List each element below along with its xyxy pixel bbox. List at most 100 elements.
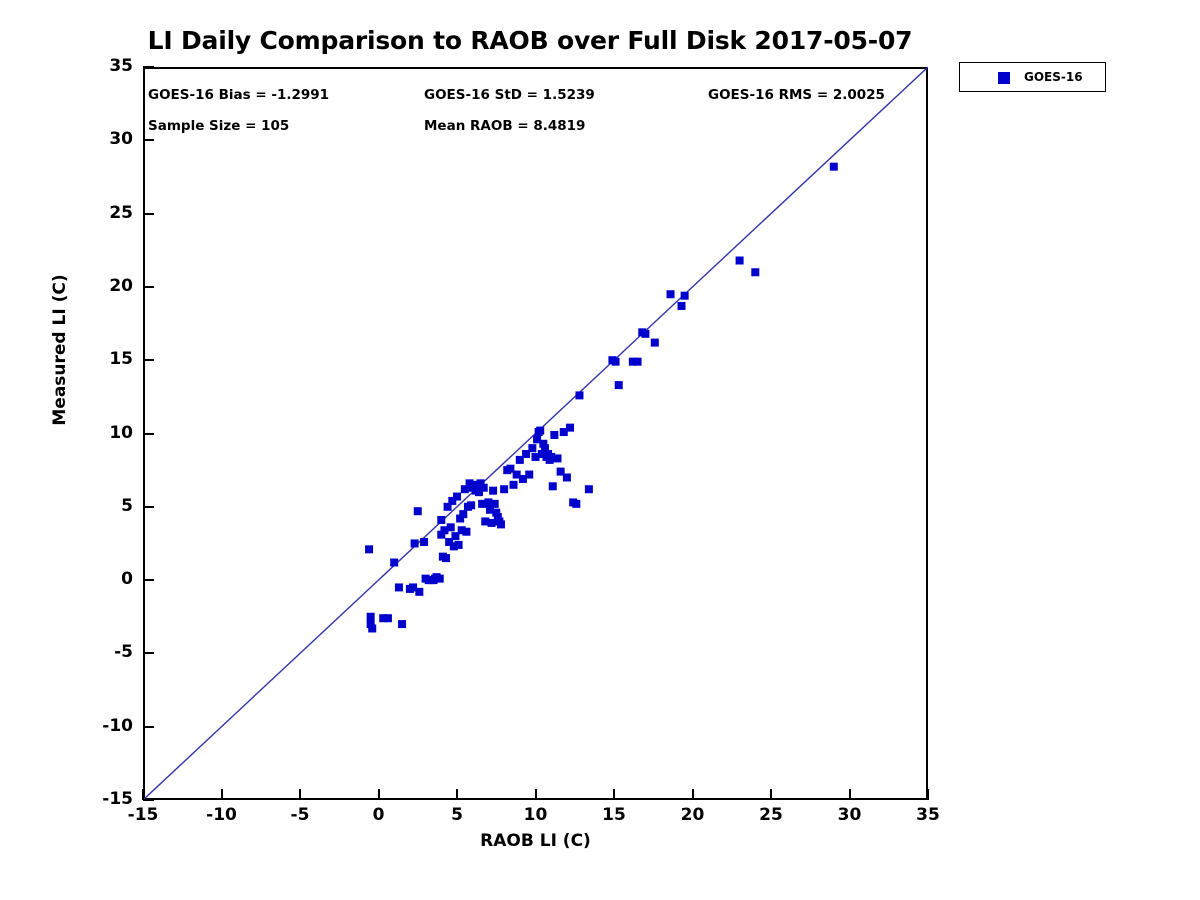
scatter-point xyxy=(467,501,476,510)
scatter-point xyxy=(540,444,549,453)
scatter-point xyxy=(379,614,388,623)
x-tick-mark xyxy=(142,789,144,800)
x-tick-mark xyxy=(613,789,615,800)
scatter-plot-canvas xyxy=(143,67,928,800)
scatter-point xyxy=(614,381,623,390)
stat-std: GOES-16 StD = 1.5239 xyxy=(424,87,595,103)
scatter-point xyxy=(553,454,562,463)
scatter-point xyxy=(489,486,498,495)
y-tick-mark xyxy=(143,359,154,362)
scatter-point xyxy=(413,507,422,516)
scatter-point xyxy=(479,483,488,492)
x-tick-label: -10 xyxy=(206,805,237,825)
scatter-point xyxy=(506,464,515,473)
scatter-point xyxy=(525,470,534,479)
scatter-point xyxy=(457,526,466,535)
scatter-point xyxy=(465,479,474,488)
scatter-point xyxy=(633,357,642,366)
page-title: LI Daily Comparison to RAOB over Full Di… xyxy=(147,26,913,55)
scatter-point xyxy=(449,542,458,551)
scatter-point xyxy=(442,554,451,563)
scatter-point xyxy=(677,301,686,310)
x-tick-mark xyxy=(770,789,772,800)
x-tick-label: 25 xyxy=(759,805,783,825)
scatter-point xyxy=(437,530,446,539)
scatter-point xyxy=(453,492,461,501)
scatter-point xyxy=(829,162,838,171)
stat-rms: GOES-16 RMS = 2.0025 xyxy=(708,87,885,103)
scatter-point xyxy=(566,423,575,432)
scatter-point xyxy=(440,526,449,535)
scatter-point xyxy=(459,510,468,519)
scatter-point xyxy=(415,587,424,596)
y-tick-label: 20 xyxy=(109,275,133,296)
scatter-point xyxy=(410,539,419,548)
scatter-point xyxy=(390,558,399,567)
scatter-point xyxy=(680,291,689,300)
stat-mean-raob: Mean RAOB = 8.4819 xyxy=(424,118,586,134)
scatter-point xyxy=(550,430,559,439)
legend: GOES-16 xyxy=(959,62,1106,92)
scatter-point xyxy=(572,499,581,508)
scatter-point xyxy=(584,485,593,494)
x-tick-label: 10 xyxy=(523,805,548,825)
scatter-point xyxy=(531,452,540,461)
scatter-point xyxy=(547,452,556,461)
scatter-point xyxy=(539,439,548,448)
x-tick-label: 0 xyxy=(372,805,385,825)
scatter-point xyxy=(751,268,760,277)
scatter-point xyxy=(493,513,502,522)
y-tick-label: -5 xyxy=(114,642,133,663)
x-tick-label: 30 xyxy=(837,805,862,825)
scatter-point xyxy=(509,480,518,489)
x-tick-label: 15 xyxy=(602,805,626,825)
scatter-point xyxy=(556,467,565,476)
y-tick-mark xyxy=(143,212,154,215)
scatter-point xyxy=(383,614,392,623)
x-tick-label: 20 xyxy=(680,805,705,825)
scatter-point xyxy=(628,357,637,366)
scatter-point xyxy=(650,338,659,347)
x-tick-label: 5 xyxy=(451,805,463,825)
scatter-point xyxy=(394,583,403,592)
y-tick-label: 35 xyxy=(109,56,133,76)
scatter-point xyxy=(460,485,469,494)
x-tick-mark xyxy=(691,789,694,800)
x-axis-title: RAOB LI (C) xyxy=(480,831,591,851)
scatter-point xyxy=(366,612,375,621)
x-tick-label: 35 xyxy=(916,805,940,825)
scatter-point xyxy=(487,518,496,527)
y-tick-mark xyxy=(143,799,154,801)
y-tick-label: -15 xyxy=(102,789,133,809)
scatter-point xyxy=(446,523,455,532)
y-tick-label: 15 xyxy=(109,349,133,370)
y-tick-label: 25 xyxy=(109,202,133,223)
scatter-point xyxy=(515,455,524,464)
y-tick-label: -10 xyxy=(102,715,133,736)
scatter-point xyxy=(559,428,568,437)
scatter-point xyxy=(462,527,471,536)
scatter-point xyxy=(448,496,457,505)
x-tick-mark xyxy=(456,789,458,800)
x-tick-mark xyxy=(848,789,851,800)
scatter-point xyxy=(537,450,546,459)
scatter-point xyxy=(435,574,444,583)
scatter-point xyxy=(666,290,675,299)
scatter-point xyxy=(611,357,620,366)
x-tick-mark xyxy=(534,789,537,800)
scatter-point xyxy=(445,537,454,546)
y-tick-label: 5 xyxy=(121,495,133,516)
x-tick-label: -5 xyxy=(290,805,310,825)
scatter-point xyxy=(492,508,501,517)
scatter-point xyxy=(409,583,418,592)
x-tick-label: -15 xyxy=(127,805,159,825)
y-tick-mark xyxy=(143,432,154,435)
scatter-point xyxy=(500,485,509,494)
scatter-point xyxy=(548,482,557,491)
scatter-point xyxy=(456,514,465,523)
y-tick-mark xyxy=(143,725,154,728)
scatter-point xyxy=(451,532,460,541)
scatter-point xyxy=(562,473,571,482)
scatter-point xyxy=(365,545,374,554)
